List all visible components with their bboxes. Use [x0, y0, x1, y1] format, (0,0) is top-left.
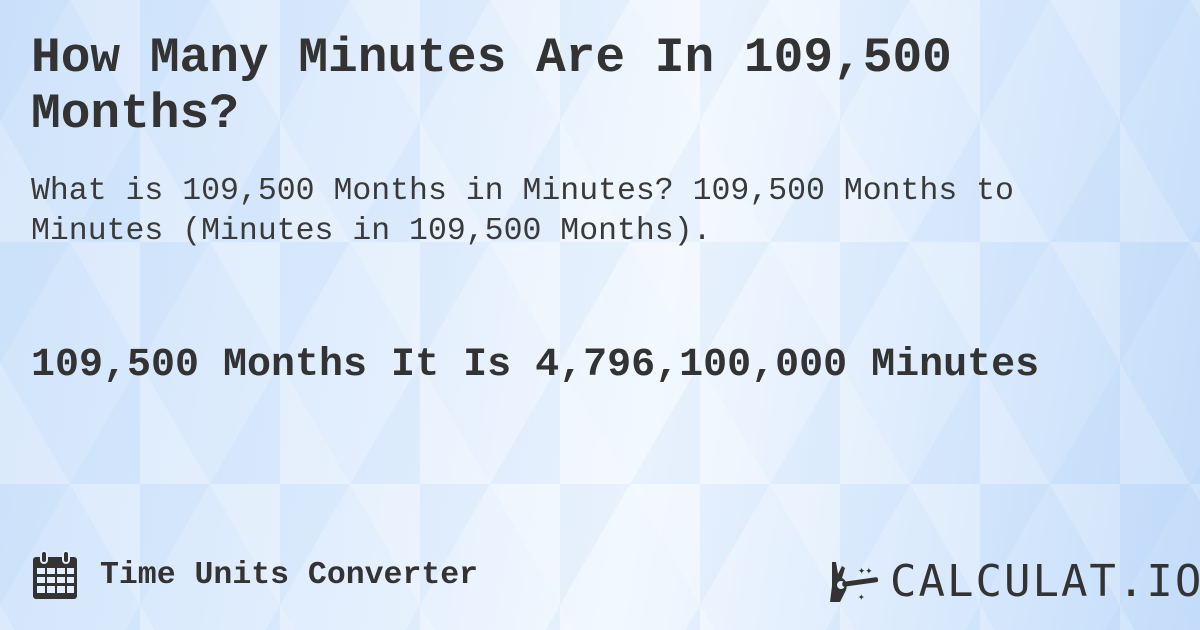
category-label: Time Units Converter [100, 557, 479, 593]
calendar-icon [33, 550, 77, 599]
page-subtitle: What is 109,500 Months in Minutes? 109,5… [31, 174, 1014, 249]
calculat-logo[interactable]: ✦✦ ✦ CALCULAT.IO [828, 556, 1200, 607]
svg-text:✦: ✦ [858, 592, 865, 604]
logo-text: CALCULAT.IO [890, 556, 1200, 607]
category-link[interactable]: Time Units Converter [32, 550, 478, 600]
page-title: How Many Minutes Are In 109,500 Months? [31, 30, 952, 142]
conversion-answer: 109,500 Months It Is 4,796,100,000 Minut… [31, 343, 1040, 388]
svg-text:✦✦: ✦✦ [858, 564, 872, 578]
magic-hand-icon: ✦✦ ✦ [830, 561, 879, 604]
